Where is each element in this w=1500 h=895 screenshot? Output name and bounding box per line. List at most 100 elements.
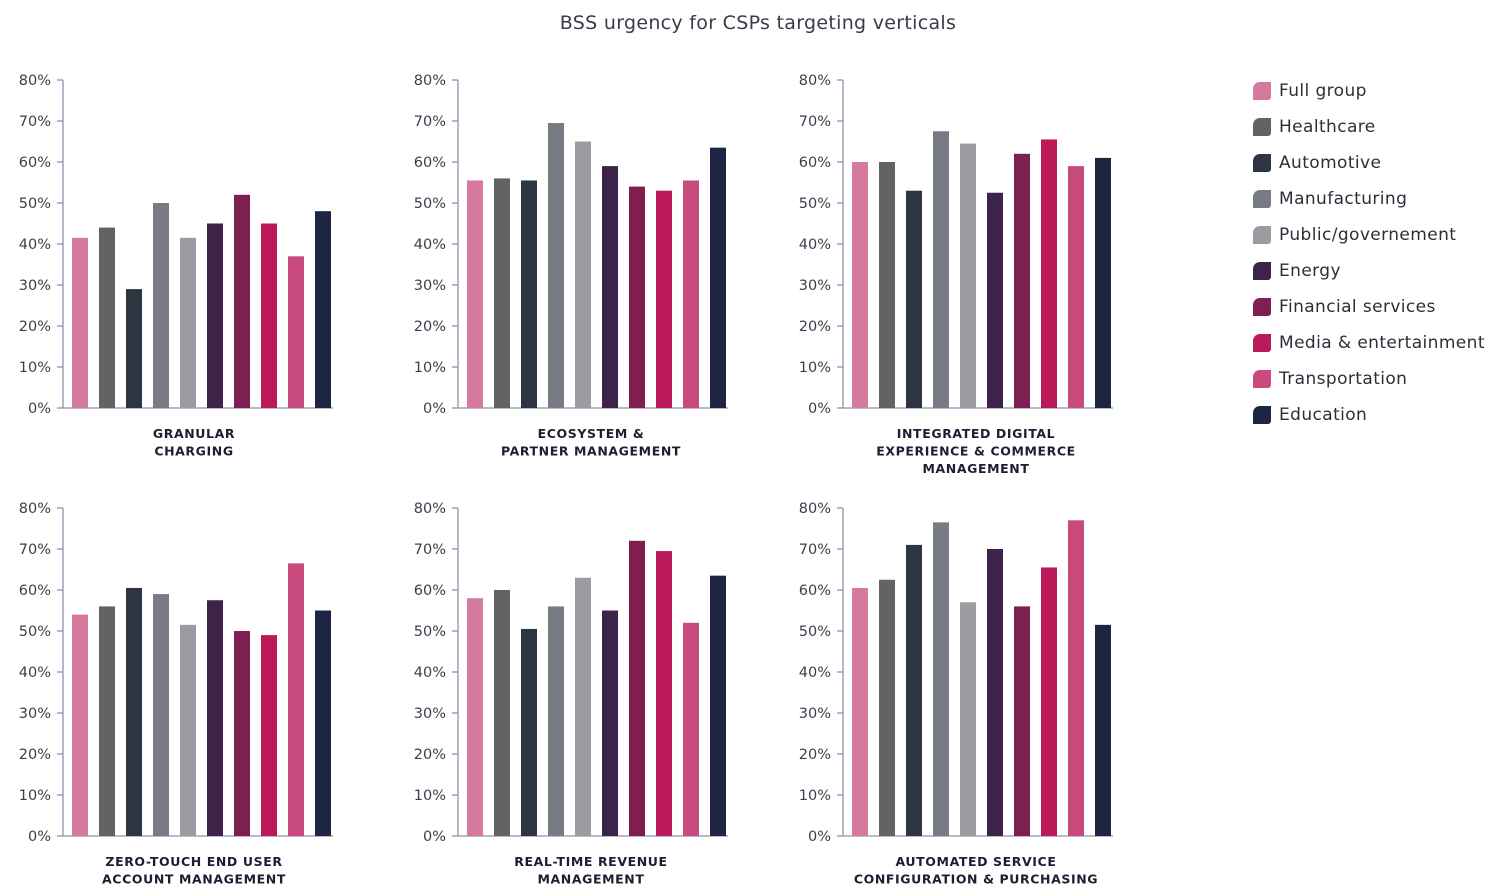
legend-label: Public/governement bbox=[1279, 225, 1457, 245]
bar-energy bbox=[207, 223, 223, 408]
legend-label: Automotive bbox=[1279, 153, 1382, 173]
bar-healthcare bbox=[879, 162, 895, 408]
legend-item: Full group bbox=[1253, 73, 1485, 109]
bar-chart-panel: 0% 10% 20% 30% 40% 50% 60% 70% 80% GRANULAR CHARGI… bbox=[19, 73, 333, 459]
bar-energy bbox=[602, 610, 618, 836]
y-tick-label: 70% bbox=[414, 542, 446, 558]
bar-public-governement bbox=[960, 602, 976, 836]
bar-education bbox=[710, 575, 726, 836]
bar-automotive bbox=[906, 190, 922, 408]
y-tick-label: 80% bbox=[799, 73, 831, 89]
y-tick-label: 70% bbox=[799, 114, 831, 130]
legend-item: Energy bbox=[1253, 253, 1485, 289]
legend-swatch bbox=[1253, 370, 1271, 388]
y-tick-label: 10% bbox=[799, 360, 831, 376]
legend-swatch bbox=[1253, 334, 1271, 352]
bar-education bbox=[1095, 624, 1111, 836]
bar-public-governement bbox=[575, 141, 591, 408]
y-tick-label: 60% bbox=[414, 155, 446, 171]
bar-media-entertainment bbox=[261, 635, 277, 836]
bar-public-governement bbox=[180, 624, 196, 836]
legend-item: Transportation bbox=[1253, 361, 1485, 397]
legend-item: Education bbox=[1253, 397, 1485, 433]
bar-transportation bbox=[683, 622, 699, 836]
legend-swatch bbox=[1253, 190, 1271, 208]
bar-manufacturing bbox=[933, 522, 949, 836]
bar-manufacturing bbox=[548, 606, 564, 836]
y-tick-label: 10% bbox=[414, 360, 446, 376]
legend-item: Media & entertainment bbox=[1253, 325, 1485, 361]
y-tick-label: 50% bbox=[19, 624, 51, 640]
legend-label: Energy bbox=[1279, 261, 1341, 281]
bar-energy bbox=[602, 166, 618, 408]
bar-transportation bbox=[683, 180, 699, 408]
category-label: REAL-TIME REVENUE bbox=[514, 854, 667, 869]
y-tick-label: 10% bbox=[414, 788, 446, 804]
bar-manufacturing bbox=[548, 123, 564, 409]
legend-label: Healthcare bbox=[1279, 117, 1376, 137]
category-label: ECOSYSTEM & bbox=[538, 426, 645, 441]
bar-healthcare bbox=[494, 590, 510, 836]
y-tick-label: 50% bbox=[799, 624, 831, 640]
bar-transportation bbox=[288, 563, 304, 836]
bar-full-group bbox=[467, 598, 483, 836]
y-tick-label: 20% bbox=[414, 747, 446, 763]
legend-item: Automotive bbox=[1253, 145, 1485, 181]
legend-swatch bbox=[1253, 226, 1271, 244]
y-tick-label: 0% bbox=[28, 401, 51, 417]
y-tick-label: 80% bbox=[19, 73, 51, 89]
y-tick-label: 10% bbox=[19, 360, 51, 376]
y-tick-label: 20% bbox=[414, 319, 446, 335]
y-tick-label: 10% bbox=[19, 788, 51, 804]
bar-transportation bbox=[288, 256, 304, 408]
y-tick-label: 20% bbox=[19, 319, 51, 335]
bar-full-group bbox=[852, 587, 868, 836]
y-tick-label: 10% bbox=[799, 788, 831, 804]
bar-healthcare bbox=[99, 606, 115, 836]
y-tick-label: 20% bbox=[799, 319, 831, 335]
y-tick-label: 40% bbox=[799, 665, 831, 681]
bar-healthcare bbox=[99, 227, 115, 408]
y-tick-label: 80% bbox=[799, 501, 831, 517]
category-label: AUTOMATED SERVICE bbox=[896, 854, 1057, 869]
bar-media-entertainment bbox=[261, 223, 277, 408]
y-tick-label: 70% bbox=[19, 114, 51, 130]
y-tick-label: 40% bbox=[19, 665, 51, 681]
y-tick-label: 20% bbox=[19, 747, 51, 763]
bar-healthcare bbox=[494, 178, 510, 408]
y-tick-label: 50% bbox=[19, 196, 51, 212]
y-tick-label: 60% bbox=[414, 583, 446, 599]
y-tick-label: 50% bbox=[414, 624, 446, 640]
charts-area: 0% 10% 20% 30% 40% 50% 60% 70% 80% GRANULAR CHARGI… bbox=[19, 73, 1113, 887]
bar-full-group bbox=[852, 162, 868, 408]
y-tick-label: 30% bbox=[19, 278, 51, 294]
bar-transportation bbox=[1068, 166, 1084, 408]
bar-energy bbox=[207, 600, 223, 836]
category-label: CHARGING bbox=[154, 444, 233, 459]
y-tick-label: 40% bbox=[799, 237, 831, 253]
y-tick-label: 30% bbox=[799, 278, 831, 294]
y-tick-label: 20% bbox=[799, 747, 831, 763]
category-label: MANAGEMENT bbox=[922, 461, 1029, 476]
legend-label: Financial services bbox=[1279, 297, 1436, 317]
bar-manufacturing bbox=[933, 131, 949, 408]
category-label: MANAGEMENT bbox=[537, 872, 644, 887]
bar-chart-panel: 0% 10% 20% 30% 40% 50% 60% 70% 80% INTEGRATED DIG… bbox=[799, 73, 1113, 476]
bar-automotive bbox=[906, 544, 922, 836]
bar-education bbox=[315, 610, 331, 836]
bar-chart-panel: 0% 10% 20% 30% 40% 50% 60% 70% 80% REAL-TIME REVE… bbox=[414, 501, 728, 887]
legend-swatch bbox=[1253, 118, 1271, 136]
bar-media-entertainment bbox=[656, 551, 672, 836]
y-tick-label: 60% bbox=[19, 155, 51, 171]
bar-public-governement bbox=[180, 237, 196, 408]
y-tick-label: 50% bbox=[414, 196, 446, 212]
y-tick-label: 0% bbox=[808, 829, 831, 845]
bar-transportation bbox=[1068, 520, 1084, 836]
y-tick-label: 80% bbox=[19, 501, 51, 517]
bar-media-entertainment bbox=[1041, 567, 1057, 836]
category-label: EXPERIENCE & COMMERCE bbox=[876, 444, 1076, 459]
bar-education bbox=[710, 147, 726, 408]
y-tick-label: 30% bbox=[414, 278, 446, 294]
legend-label: Transportation bbox=[1279, 369, 1408, 389]
y-tick-label: 0% bbox=[423, 829, 446, 845]
